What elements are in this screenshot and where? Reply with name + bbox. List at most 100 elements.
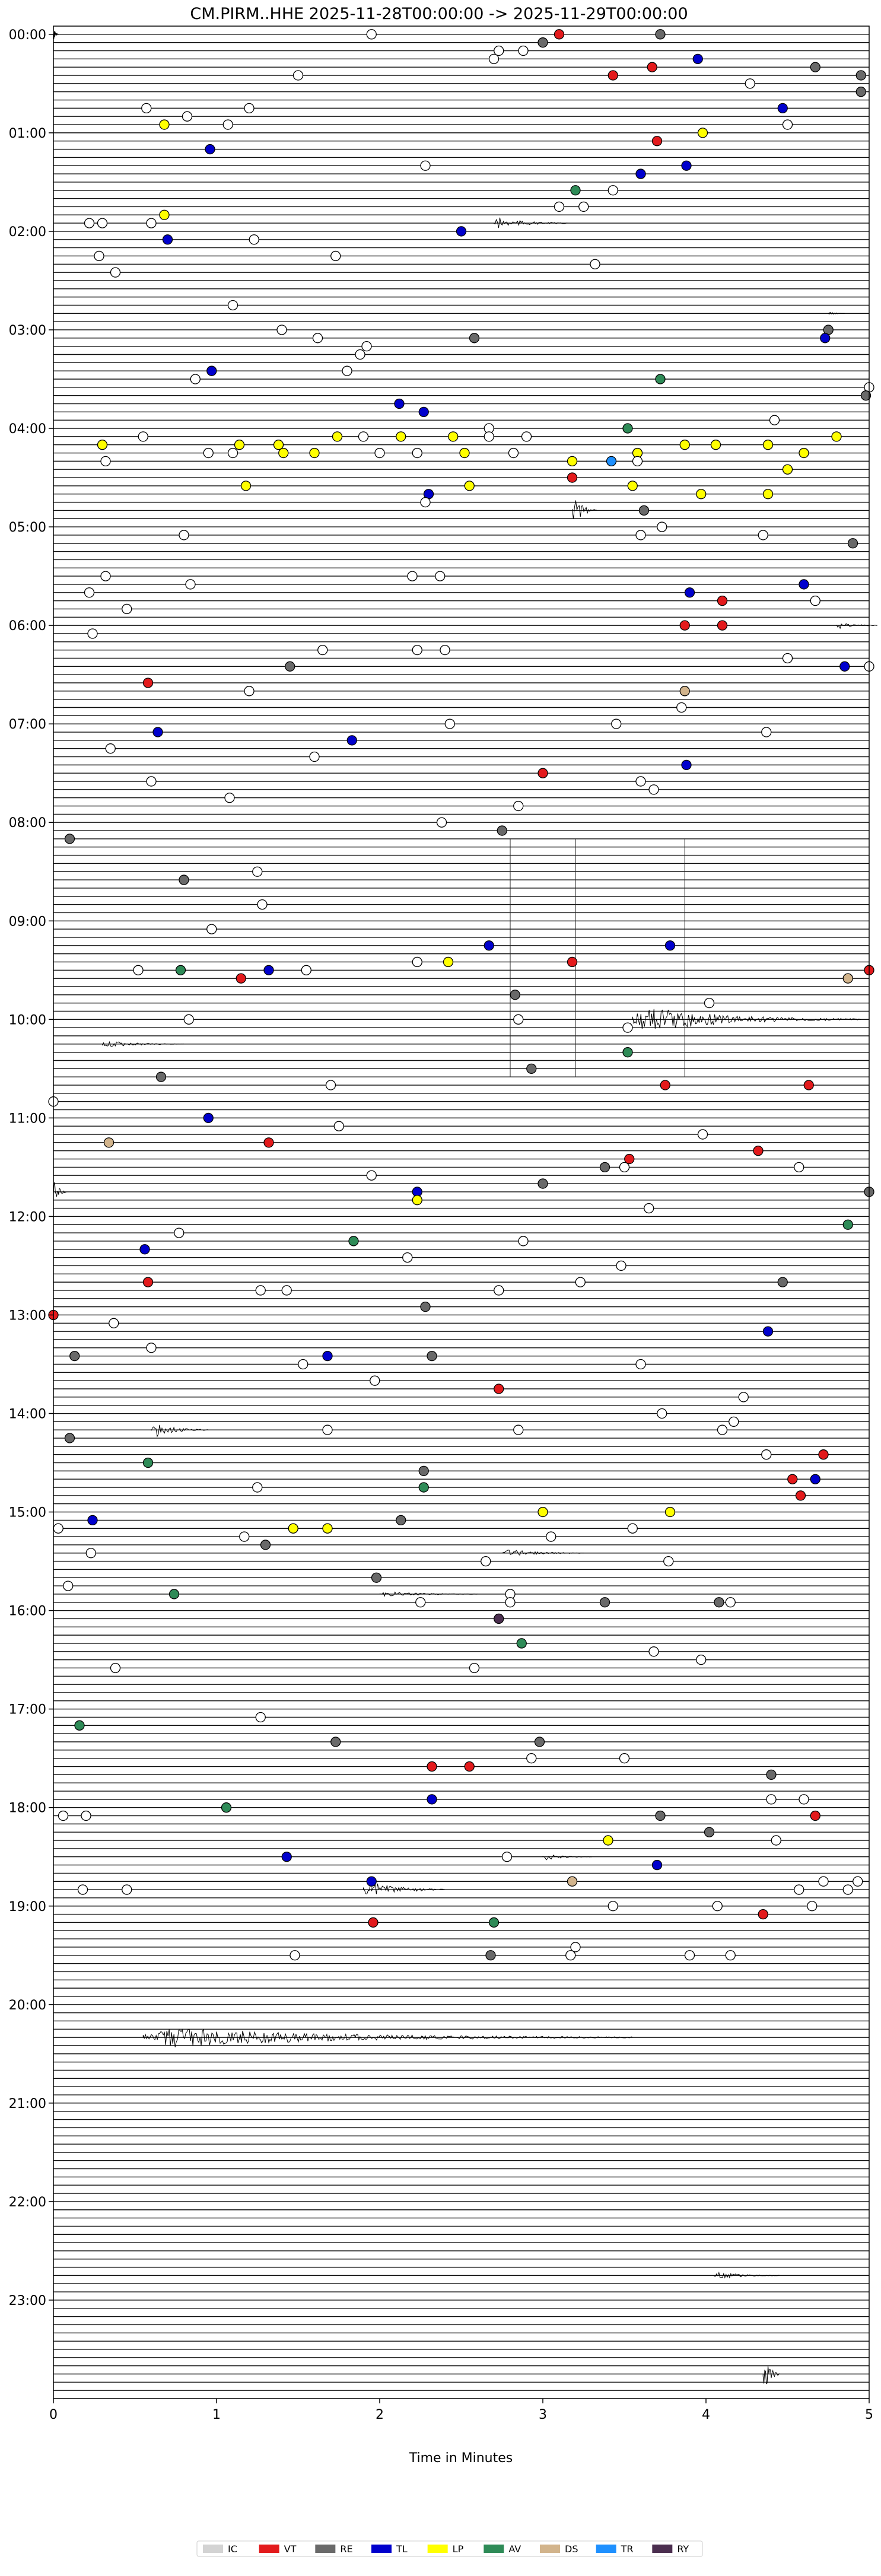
x-tick-label: 4	[702, 2408, 710, 2422]
event-marker-ic	[87, 628, 98, 639]
event-marker-re	[371, 1572, 382, 1583]
event-marker-ic	[322, 1424, 333, 1435]
y-tick-label: 14:00	[9, 1407, 46, 1422]
event-marker-av	[655, 374, 666, 384]
event-marker-ic	[415, 1597, 426, 1608]
event-marker-ic	[771, 1835, 781, 1846]
waveform-burst	[102, 1041, 185, 1047]
event-marker-lp	[322, 1523, 333, 1534]
event-marker-re	[64, 1433, 75, 1443]
event-marker-ic	[63, 1580, 74, 1591]
event-marker-tl	[152, 727, 163, 737]
event-marker-re	[469, 333, 480, 344]
event-marker-ic	[611, 718, 622, 729]
event-marker-ic	[794, 1884, 804, 1895]
event-marker-tl	[839, 661, 850, 672]
event-marker-av	[488, 1917, 500, 1928]
event-marker-vt	[795, 1490, 806, 1501]
event-marker-ic	[488, 53, 500, 64]
event-marker-ds	[842, 973, 853, 984]
event-marker-ic	[518, 45, 529, 56]
event-marker-re	[599, 1597, 610, 1608]
event-marker-ic	[122, 1884, 132, 1895]
event-marker-lp	[627, 481, 638, 491]
event-marker-ic	[745, 78, 755, 89]
event-marker-re	[510, 990, 520, 1000]
event-marker-ic	[85, 1548, 96, 1559]
event-marker-re	[655, 29, 666, 40]
event-markers	[48, 29, 874, 1961]
event-marker-ic	[252, 866, 263, 877]
legend-swatch	[203, 2545, 223, 2553]
event-marker-ic	[244, 103, 255, 114]
event-marker-lp	[412, 1195, 422, 1206]
event-marker-ic	[109, 1318, 119, 1328]
event-marker-tl	[394, 398, 405, 409]
event-marker-tl	[810, 1474, 820, 1484]
event-marker-vt	[554, 29, 565, 40]
event-marker-ic	[766, 1794, 777, 1805]
event-marker-tl	[205, 144, 215, 155]
event-marker-re	[534, 1737, 545, 1747]
event-marker-lp	[537, 1506, 548, 1518]
event-marker-ic	[146, 776, 157, 787]
event-marker-tl	[322, 1351, 333, 1362]
event-marker-re	[777, 1277, 788, 1287]
event-marker-ic	[484, 431, 494, 442]
event-marker-vt	[651, 136, 663, 147]
event-marker-lp	[443, 956, 454, 968]
event-marker-ic	[227, 447, 238, 459]
event-marker-re	[155, 1071, 167, 1082]
event-marker-ic	[717, 1424, 728, 1435]
event-marker-lp	[240, 481, 252, 491]
event-marker-ic	[608, 185, 618, 196]
event-marker-tl	[820, 333, 831, 344]
event-marker-ic	[622, 1022, 633, 1033]
event-marker-re	[179, 874, 189, 885]
event-marker-lp	[288, 1523, 298, 1534]
event-marker-lp	[448, 431, 459, 442]
event-marker-ic	[298, 1359, 308, 1370]
event-marker-re	[485, 1950, 496, 1961]
event-marker-tl	[799, 579, 809, 590]
event-marker-tl	[162, 234, 173, 245]
event-marker-ic	[224, 793, 235, 803]
event-marker-ic	[227, 300, 238, 311]
event-marker-ic	[330, 250, 341, 262]
event-marker-vt	[753, 1146, 764, 1156]
event-marker-ic	[565, 1950, 576, 1961]
event-marker-ic	[725, 1597, 736, 1608]
y-axis-ticks: 00:00 01:00 02:00 03:00 04:00 05:00 06:00 07:00…	[9, 28, 53, 2308]
event-marker-ic	[407, 571, 418, 581]
legend-swatch	[371, 2545, 392, 2553]
event-marker-ic	[84, 587, 95, 598]
event-marker-tl	[281, 1852, 292, 1862]
waveform-burst	[714, 2271, 780, 2279]
event-marker-ic	[513, 800, 524, 812]
event-marker-ic	[818, 1876, 829, 1887]
event-marker-re	[638, 505, 650, 516]
event-marker-vt	[787, 1474, 798, 1484]
event-marker-tl	[418, 406, 429, 418]
event-marker-av	[418, 1482, 429, 1493]
y-tick-label: 20:00	[9, 1998, 46, 2013]
event-marker-ic	[494, 1285, 504, 1296]
event-marker-ic	[182, 111, 193, 122]
waveform-burst	[632, 1009, 861, 1029]
legend-swatch	[484, 2545, 504, 2553]
event-marker-vt	[537, 768, 548, 778]
event-marker-ic	[590, 259, 600, 269]
x-axis-label: Time in Minutes	[409, 2451, 513, 2466]
event-marker-ic	[469, 1662, 480, 1674]
event-marker-ic	[122, 603, 132, 615]
event-marker-ic	[518, 1236, 529, 1246]
event-marker-ic	[494, 45, 504, 56]
event-marker-av	[348, 1236, 359, 1246]
event-marker-ic	[206, 924, 217, 934]
event-marker-ic	[578, 201, 589, 212]
event-marker-ic	[53, 1523, 63, 1534]
y-tick-label: 00:00	[9, 28, 46, 43]
event-marker-ic	[402, 1252, 413, 1263]
event-marker-ic	[704, 997, 715, 1009]
legend-label: IC	[228, 2543, 237, 2555]
